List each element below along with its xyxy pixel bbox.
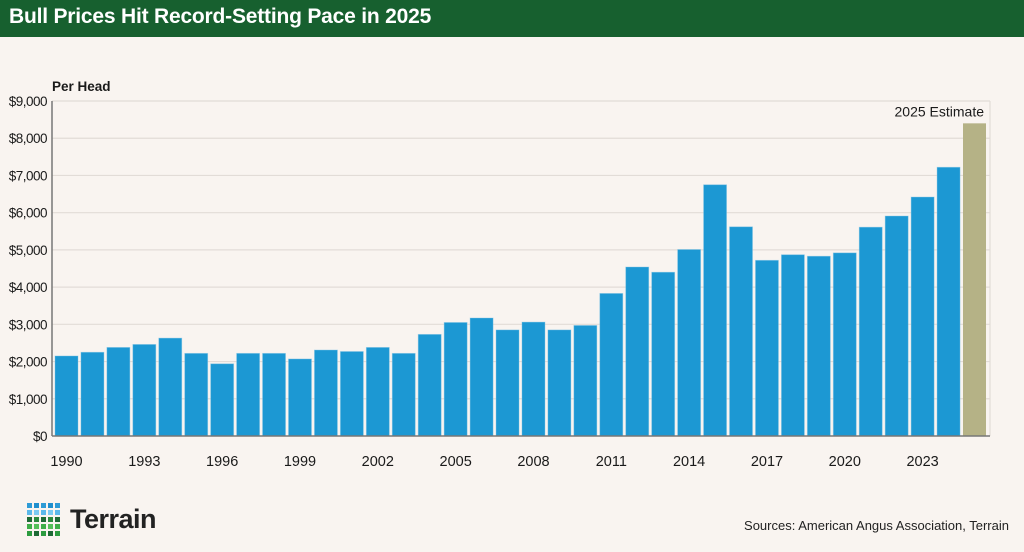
x-tick-label: 2008 [517, 454, 549, 470]
logo-dot [41, 524, 46, 529]
y-tick-label: $9,000 [9, 94, 47, 109]
y-tick-label: $5,000 [9, 243, 47, 258]
bar [910, 196, 935, 437]
bar [832, 252, 857, 437]
bar [443, 322, 468, 437]
bar [573, 325, 598, 437]
estimate-annotation: 2025 Estimate [895, 103, 985, 119]
bar [184, 352, 209, 437]
logo-dot [48, 510, 53, 515]
logo-dot [48, 517, 53, 522]
bar [703, 184, 727, 437]
bar [391, 352, 416, 437]
logo-dot [27, 517, 32, 522]
x-tick-label: 2023 [906, 454, 938, 470]
bar [677, 249, 702, 437]
logo-dot [41, 510, 46, 515]
bar [80, 351, 105, 437]
bar [495, 329, 520, 437]
logo-dot [34, 531, 39, 536]
bar [521, 321, 546, 437]
bar [781, 254, 805, 437]
bar [210, 363, 235, 437]
logo-dot [55, 531, 60, 536]
logo-dot [34, 524, 39, 529]
x-tick-label: 2005 [440, 454, 472, 470]
bar [54, 355, 79, 437]
bar [288, 358, 312, 437]
bar [858, 226, 883, 437]
x-tick-label: 2011 [596, 454, 627, 470]
y-tick-label: $4,000 [9, 280, 47, 295]
logo-dot [55, 503, 60, 508]
logo-dot [34, 510, 39, 515]
bar-estimate [963, 123, 986, 436]
logo-dot [41, 503, 46, 508]
y-tick-label: $1,000 [9, 392, 47, 407]
logo-text: Terrain [70, 504, 157, 534]
bar [339, 351, 364, 437]
x-tick-label: 2020 [829, 454, 861, 470]
bar [132, 344, 157, 437]
bar [651, 271, 676, 437]
x-tick-label: 2017 [751, 454, 783, 470]
logo-dot [27, 524, 32, 529]
bar [625, 266, 650, 437]
y-tick-label: $7,000 [9, 168, 47, 183]
x-tick-label: 1999 [284, 454, 316, 470]
chart-title: Bull Prices Hit Record-Setting Pace in 2… [9, 5, 432, 28]
bar [547, 329, 572, 437]
logo-dots-icon [27, 503, 60, 536]
logo-dot [55, 517, 60, 522]
source-note: Sources: American Angus Association, Ter… [744, 518, 1009, 533]
y-tick-label: $8,000 [9, 131, 47, 146]
logo-dot [34, 503, 39, 508]
y-tick-label: $3,000 [9, 317, 47, 332]
bar [936, 166, 961, 437]
logo-dot [41, 531, 46, 536]
logo-dot [41, 517, 46, 522]
logo-dot [55, 510, 60, 515]
bar [806, 255, 831, 437]
y-tick-label: $6,000 [9, 206, 47, 221]
logo-dot [48, 503, 53, 508]
x-tick-label: 1990 [50, 454, 82, 470]
y-axis-label: Per Head [52, 79, 111, 94]
bar [469, 317, 494, 437]
x-tick-label: 2014 [673, 454, 705, 470]
y-tick-label: $0 [33, 429, 47, 444]
x-tick-label: 2002 [362, 454, 394, 470]
logo-dot [48, 531, 53, 536]
bar [755, 259, 779, 437]
logo-dot [27, 510, 32, 515]
bar [884, 215, 909, 437]
bar [106, 347, 131, 437]
logo-dot [34, 517, 39, 522]
bar [158, 337, 183, 437]
logo-dot [55, 524, 60, 529]
y-tick-label: $2,000 [9, 355, 47, 370]
logo-dot [27, 531, 32, 536]
bar [599, 293, 624, 437]
bar [236, 352, 261, 437]
bar [417, 333, 442, 437]
bar [314, 349, 338, 437]
logo-dot [27, 503, 32, 508]
terrain-logo: Terrain [27, 503, 157, 536]
bar [365, 347, 390, 437]
title-bar: Bull Prices Hit Record-Setting Pace in 2… [0, 0, 1024, 37]
bar [729, 226, 753, 437]
x-tick-label: 1993 [128, 454, 160, 470]
logo-dot [48, 524, 53, 529]
bar [262, 352, 286, 437]
x-tick-label: 1996 [206, 454, 238, 470]
